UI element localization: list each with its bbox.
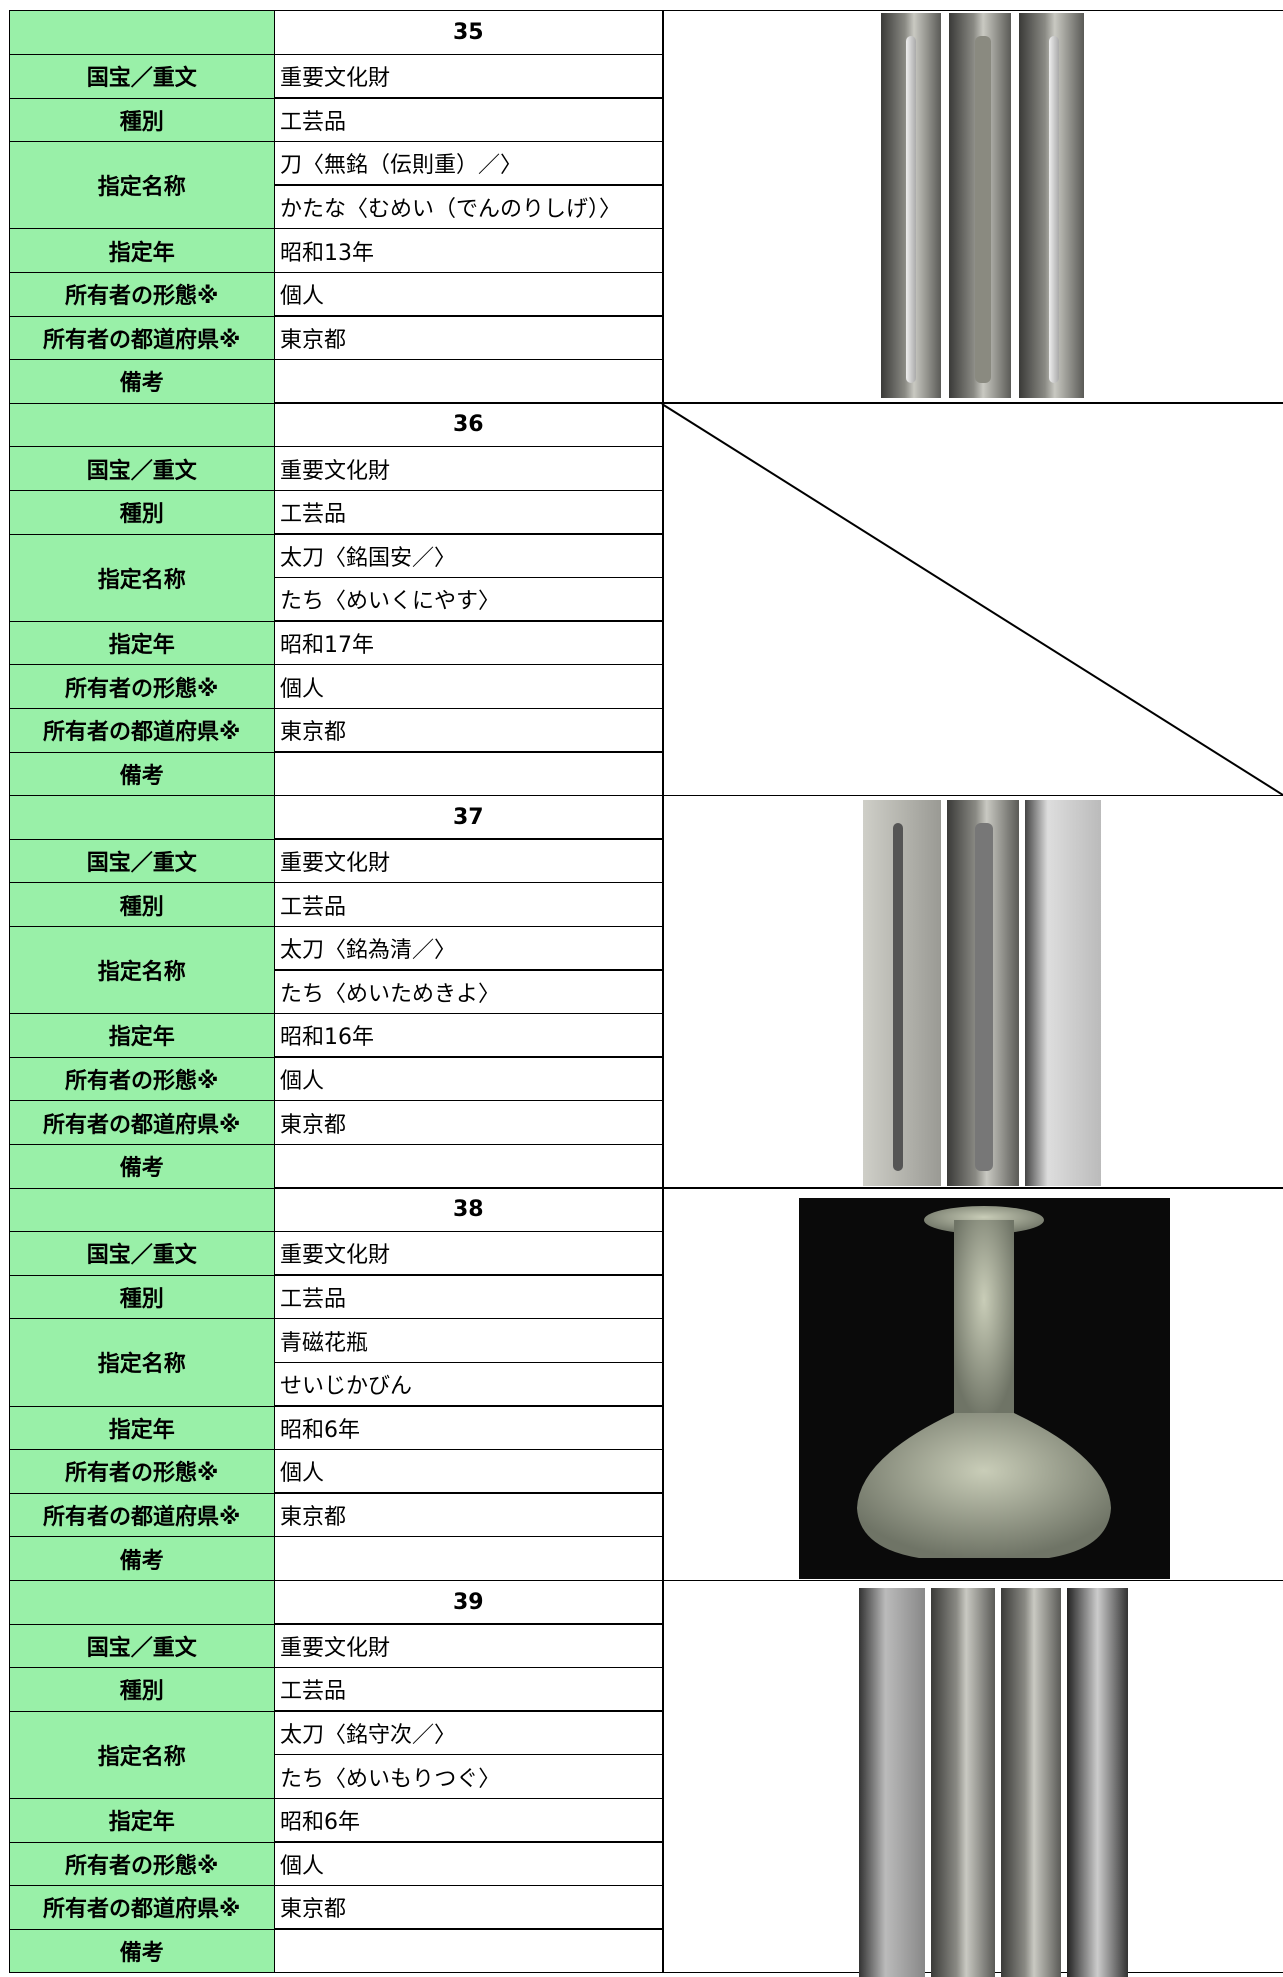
row-label: 種別 [9, 1274, 275, 1320]
row-label: 備考 [9, 1536, 275, 1582]
row-label: 備考 [9, 1143, 275, 1189]
row-label: 所有者の都道府県※ [9, 1884, 275, 1930]
value-cell: 重要文化財 [273, 53, 664, 99]
row-label: 種別 [9, 882, 275, 928]
row-label: 指定名称 [9, 925, 275, 1015]
sword-photo [881, 13, 1084, 398]
label-cell [9, 10, 275, 56]
row-label: 種別 [9, 97, 275, 143]
row-label: 所有者の形態※ [9, 1056, 275, 1102]
row-label: 所有者の都道府県※ [9, 315, 275, 361]
sword-photo [863, 800, 1101, 1186]
row-label: 所有者の形態※ [9, 664, 275, 710]
row-label: 指定名称 [9, 533, 275, 622]
row-label: 指定年 [9, 228, 275, 274]
row-label: 種別 [9, 489, 275, 535]
row-label: 国宝／重文 [9, 53, 275, 99]
value-cell: 太刀〈銘為清／〉 [273, 925, 664, 971]
row-label: 所有者の形態※ [9, 271, 275, 317]
row-label: 国宝／重文 [9, 446, 275, 492]
value-cell: 昭和17年 [273, 620, 664, 666]
image-cell [662, 10, 1283, 404]
row-label: 種別 [9, 1666, 275, 1712]
image-cell [662, 402, 1283, 797]
row-label: 国宝／重文 [9, 1623, 275, 1669]
row-label: 所有者の都道府県※ [9, 1100, 275, 1146]
row-label: 指定年 [9, 1797, 275, 1843]
row-label: 国宝／重文 [9, 838, 275, 884]
image-cell [662, 1187, 1283, 1582]
row-label: 指定名称 [9, 140, 275, 230]
label-cell [9, 1579, 275, 1625]
sword-photo [859, 1588, 1128, 1977]
row-label: 指定名称 [9, 1318, 275, 1407]
row-label: 備考 [9, 358, 275, 404]
row-label: 指定年 [9, 620, 275, 666]
row-label: 所有者の都道府県※ [9, 707, 275, 753]
row-label: 備考 [9, 1928, 275, 1974]
row-label: 所有者の都道府県※ [9, 1492, 275, 1538]
value-cell: 重要文化財 [273, 838, 664, 884]
row-label: 国宝／重文 [9, 1230, 275, 1276]
vase-photo [799, 1198, 1170, 1579]
